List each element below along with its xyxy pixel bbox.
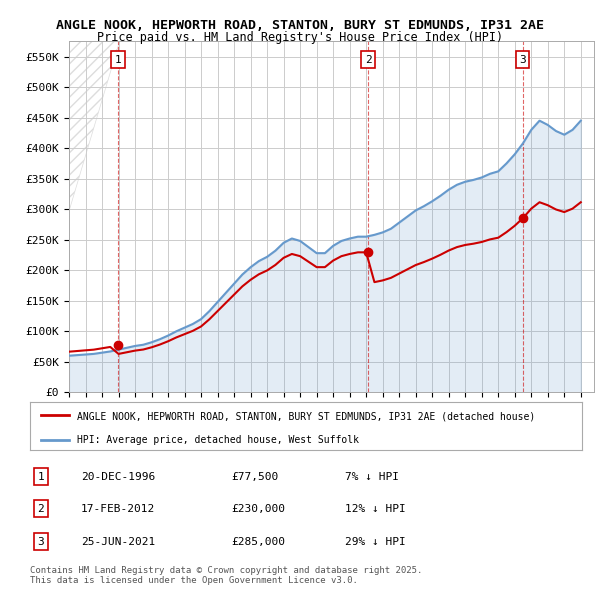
Text: 20-DEC-1996: 20-DEC-1996 xyxy=(81,472,155,481)
Text: 17-FEB-2012: 17-FEB-2012 xyxy=(81,504,155,513)
Text: 29% ↓ HPI: 29% ↓ HPI xyxy=(345,537,406,546)
Text: 25-JUN-2021: 25-JUN-2021 xyxy=(81,537,155,546)
Text: 1: 1 xyxy=(115,55,121,65)
Text: Price paid vs. HM Land Registry's House Price Index (HPI): Price paid vs. HM Land Registry's House … xyxy=(97,31,503,44)
Text: 12% ↓ HPI: 12% ↓ HPI xyxy=(345,504,406,513)
Text: Contains HM Land Registry data © Crown copyright and database right 2025.
This d: Contains HM Land Registry data © Crown c… xyxy=(30,566,422,585)
Text: ANGLE NOOK, HEPWORTH ROAD, STANTON, BURY ST EDMUNDS, IP31 2AE: ANGLE NOOK, HEPWORTH ROAD, STANTON, BURY… xyxy=(56,19,544,32)
Text: HPI: Average price, detached house, West Suffolk: HPI: Average price, detached house, West… xyxy=(77,435,359,445)
Text: £77,500: £77,500 xyxy=(231,472,278,481)
Text: 7% ↓ HPI: 7% ↓ HPI xyxy=(345,472,399,481)
Text: 2: 2 xyxy=(365,55,371,65)
Text: 3: 3 xyxy=(37,537,44,546)
Text: 2: 2 xyxy=(37,504,44,513)
Text: 3: 3 xyxy=(520,55,526,65)
Text: ANGLE NOOK, HEPWORTH ROAD, STANTON, BURY ST EDMUNDS, IP31 2AE (detached house): ANGLE NOOK, HEPWORTH ROAD, STANTON, BURY… xyxy=(77,411,535,421)
Text: £230,000: £230,000 xyxy=(231,504,285,513)
Text: £285,000: £285,000 xyxy=(231,537,285,546)
Text: 1: 1 xyxy=(37,472,44,481)
